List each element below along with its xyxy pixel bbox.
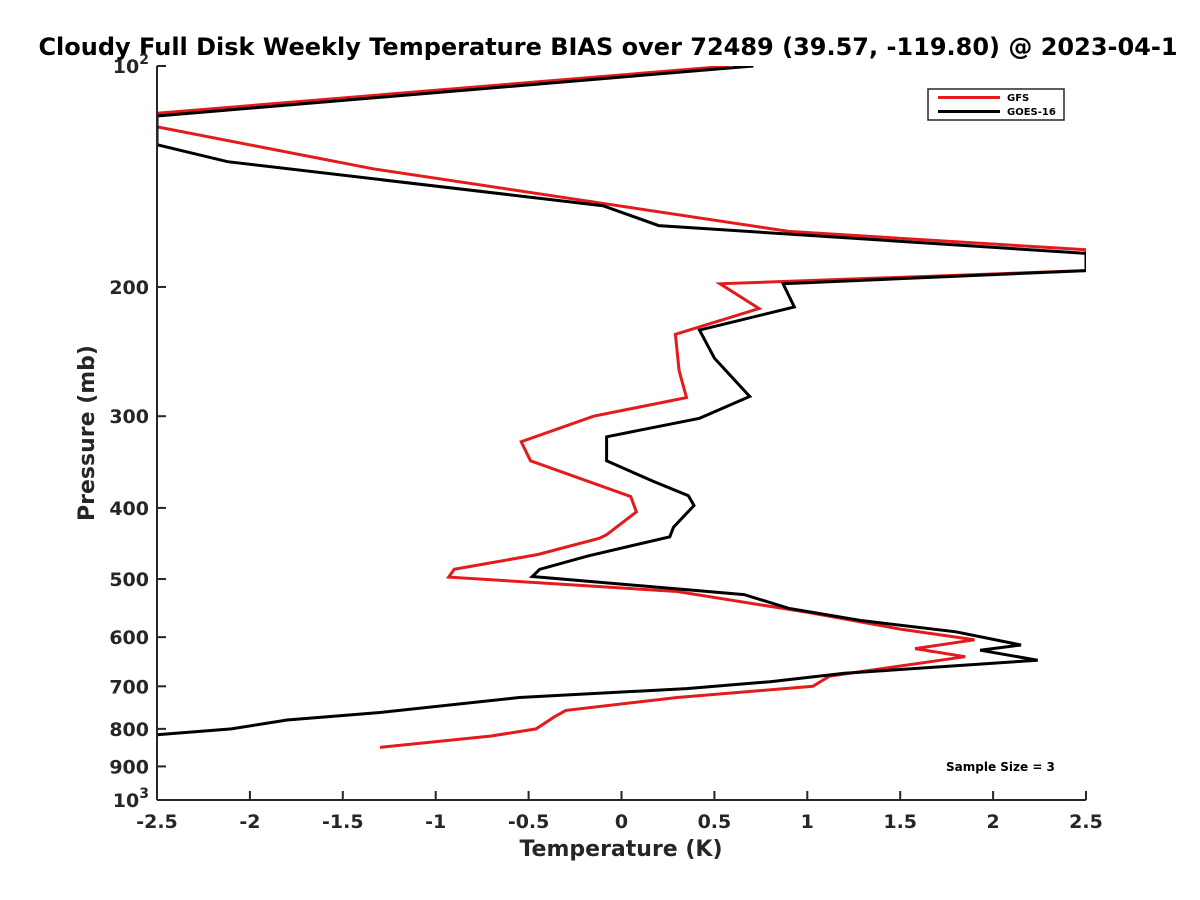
- y-axis: 102 200 300 400 500 600 700 800 900 103: [109, 52, 166, 812]
- y-tick-label: 700: [109, 676, 149, 698]
- chart-title: Cloudy Full Disk Weekly Temperature BIAS…: [38, 33, 1177, 61]
- legend-label-gfs: GFS: [1007, 93, 1029, 104]
- y-tick-label: 102: [113, 52, 149, 78]
- x-tick-label: 2.5: [1069, 811, 1103, 833]
- legend-label-goes-16: GOES-16: [1007, 107, 1056, 118]
- y-tick-label: 500: [109, 569, 149, 591]
- y-tick-label: 300: [109, 406, 149, 428]
- x-axis: -2.5 -2 -1.5 -1 -0.5 0 0.5 1 1.5 2 2.5: [136, 791, 1103, 833]
- y-tick-label: 103: [113, 786, 149, 812]
- x-tick-label: 1: [801, 811, 814, 833]
- legend: GFS GOES-16: [927, 88, 1065, 121]
- y-tick-label: 900: [109, 756, 149, 778]
- sample-size-annotation: Sample Size = 3: [946, 760, 1055, 774]
- x-tick-label: -2: [239, 811, 260, 833]
- series-line-gfs: [157, 66, 1086, 749]
- plot-lines: [157, 66, 1086, 749]
- y-tick-label: 400: [109, 498, 149, 520]
- series-line-goes-16: [157, 66, 1086, 737]
- y-tick-label: 600: [109, 627, 149, 649]
- x-tick-label: 0.5: [698, 811, 732, 833]
- x-tick-label: 1.5: [883, 811, 917, 833]
- y-axis-label: Pressure (mb): [75, 345, 100, 521]
- x-tick-label: -0.5: [508, 811, 550, 833]
- y-tick-label: 200: [109, 277, 149, 299]
- x-tick-label: -1: [425, 811, 446, 833]
- y-tick-label: 800: [109, 719, 149, 741]
- x-tick-label: -2.5: [136, 811, 178, 833]
- legend-box: [927, 88, 1065, 121]
- x-tick-label: 2: [986, 811, 999, 833]
- x-tick-label: 0: [615, 811, 628, 833]
- x-axis-label: Temperature (K): [519, 837, 722, 862]
- x-tick-label: -1.5: [322, 811, 364, 833]
